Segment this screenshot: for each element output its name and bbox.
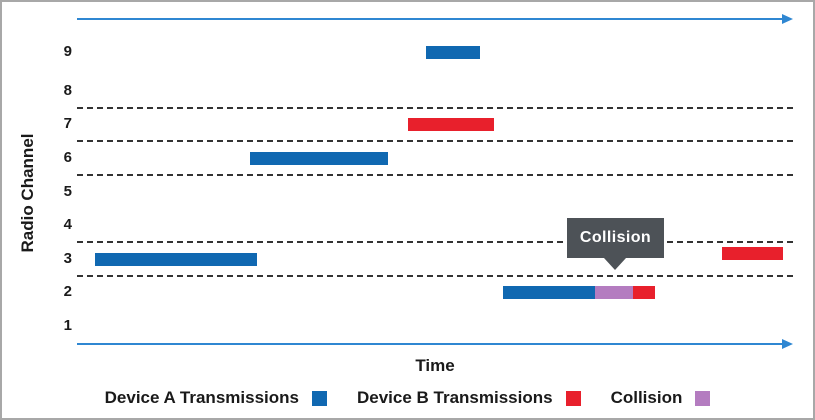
y-axis-label: Radio Channel	[18, 133, 37, 253]
legend: Device A Transmissions Device B Transmiss…	[2, 388, 813, 408]
bar-device_a	[250, 152, 388, 165]
channel-label-8: 8	[63, 82, 72, 99]
bar-collision	[595, 286, 633, 299]
collision-callout-label: Collision	[579, 229, 652, 246]
time-axis-line-bottom	[77, 343, 784, 345]
bar-device_b	[722, 247, 783, 260]
channel-label-5: 5	[63, 183, 72, 200]
arrow-right-icon	[782, 339, 793, 349]
legend-swatch-device_a-icon	[311, 390, 327, 406]
channel-label-1: 1	[63, 317, 72, 334]
time-axis-line-top	[77, 18, 784, 20]
legend-item-device_b: Device B Transmissions	[357, 388, 581, 408]
bar-device_a	[503, 286, 596, 299]
channel-label-4: 4	[63, 216, 72, 233]
channel-boundary-gridline	[77, 107, 793, 109]
channel-boundary-gridline	[77, 140, 793, 142]
channel-boundary-gridline	[77, 241, 793, 243]
channel-label-9: 9	[63, 43, 72, 60]
legend-item-device_a: Device A Transmissions	[105, 388, 327, 408]
channel-label-6: 6	[63, 149, 72, 166]
legend-swatch-device_b-icon	[565, 390, 581, 406]
bar-device_a	[95, 253, 257, 266]
bar-device_b	[408, 118, 494, 131]
callout-pointer-down-icon	[604, 258, 626, 270]
arrow-right-icon	[782, 14, 793, 24]
channel-boundary-gridline	[77, 275, 793, 277]
channel-label-3: 3	[63, 250, 72, 267]
legend-swatch-collision-icon	[695, 390, 711, 406]
x-axis-label: Time	[415, 356, 455, 375]
channel-label-7: 7	[63, 115, 72, 132]
bar-device_a	[426, 46, 480, 59]
legend-label-device_b: Device B Transmissions	[356, 388, 553, 407]
legend-item-collision: Collision	[611, 388, 711, 408]
legend-label-collision: Collision	[610, 388, 683, 407]
legend-label-device_a: Device A Transmissions	[104, 388, 299, 407]
channel-boundary-gridline	[77, 174, 793, 176]
bar-device_b	[633, 286, 655, 299]
channel-label-2: 2	[63, 283, 72, 300]
collision-callout-box: Collision	[567, 218, 664, 258]
